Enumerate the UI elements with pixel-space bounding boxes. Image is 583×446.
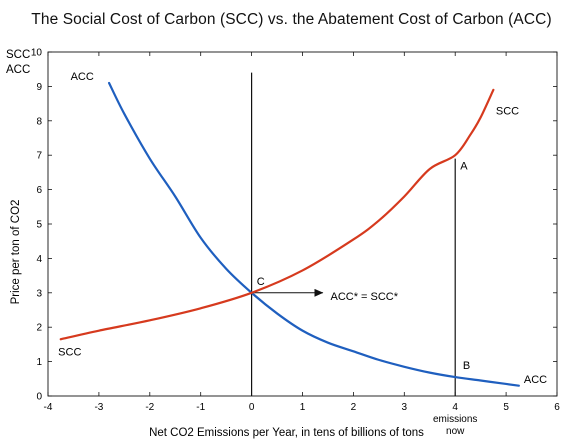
axes: -4 -3 -2 -1 0 1 2 3 4 5 6 0 1 2 3 4 5 6 7 8 9 10 Net CO2 Emiss…: [6, 48, 560, 440]
annotation-label: SCC: [496, 105, 519, 117]
series: [59, 81, 520, 387]
reference-lines: [251, 72, 456, 396]
x-axis-title: Net CO2 Emissions per Year, in tens of b…: [149, 427, 424, 439]
series-line-acc-curve: [107, 81, 520, 387]
annotation-label: ACC: [71, 71, 94, 83]
y-tick-label: 9: [36, 82, 42, 93]
y-tick-label: 8: [36, 116, 42, 127]
annotation-label: ACC* = SCC*: [330, 291, 398, 303]
series-line-scc-curve: [59, 88, 495, 341]
y-tick-label: 4: [36, 254, 42, 265]
y-tick-label: 1: [36, 357, 42, 368]
y-tick-label: 0: [36, 392, 42, 403]
x-tick-label: 0: [249, 402, 255, 413]
x-tick-label: 2: [351, 402, 357, 413]
y-axis-corner-label-scc: SCC: [6, 49, 30, 61]
annotation-label: A: [460, 161, 468, 173]
plot-frame: [47, 51, 558, 397]
x-tick-label: -1: [196, 402, 205, 413]
y-tick-label: 10: [31, 48, 43, 59]
annotations: ACC SCC SCC ACC A B C ACC* = SCC*: [58, 71, 547, 386]
x-tick-label: 5: [503, 402, 509, 413]
annotation-label: SCC: [58, 346, 81, 358]
y-tick-label: 6: [36, 185, 42, 196]
x-tick-label: -4: [44, 402, 53, 413]
y-axis-title: Price per ton of CO2: [10, 200, 22, 305]
x-tick-label: -3: [94, 402, 103, 413]
x-tick-label: 6: [554, 402, 560, 413]
annotation-label: B: [463, 360, 470, 372]
x-extra-label-now: now: [446, 426, 465, 437]
annotation-label: ACC: [524, 374, 547, 386]
y-tick-label: 7: [36, 151, 42, 162]
x-extra-label-emissions: emissions: [433, 414, 477, 425]
x-tick-label: 1: [300, 402, 306, 413]
x-tick-label: 3: [402, 402, 408, 413]
chart-title: The Social Cost of Carbon (SCC) vs. the …: [31, 11, 552, 28]
y-tick-label: 3: [36, 288, 42, 299]
x-tick-label: -2: [145, 402, 154, 413]
y-tick-label: 2: [36, 323, 42, 334]
y-tick-label: 5: [36, 220, 42, 231]
y-axis-corner-label-acc: ACC: [6, 64, 30, 76]
x-tick-label: 4: [452, 402, 458, 413]
annotation-label: C: [257, 276, 265, 288]
